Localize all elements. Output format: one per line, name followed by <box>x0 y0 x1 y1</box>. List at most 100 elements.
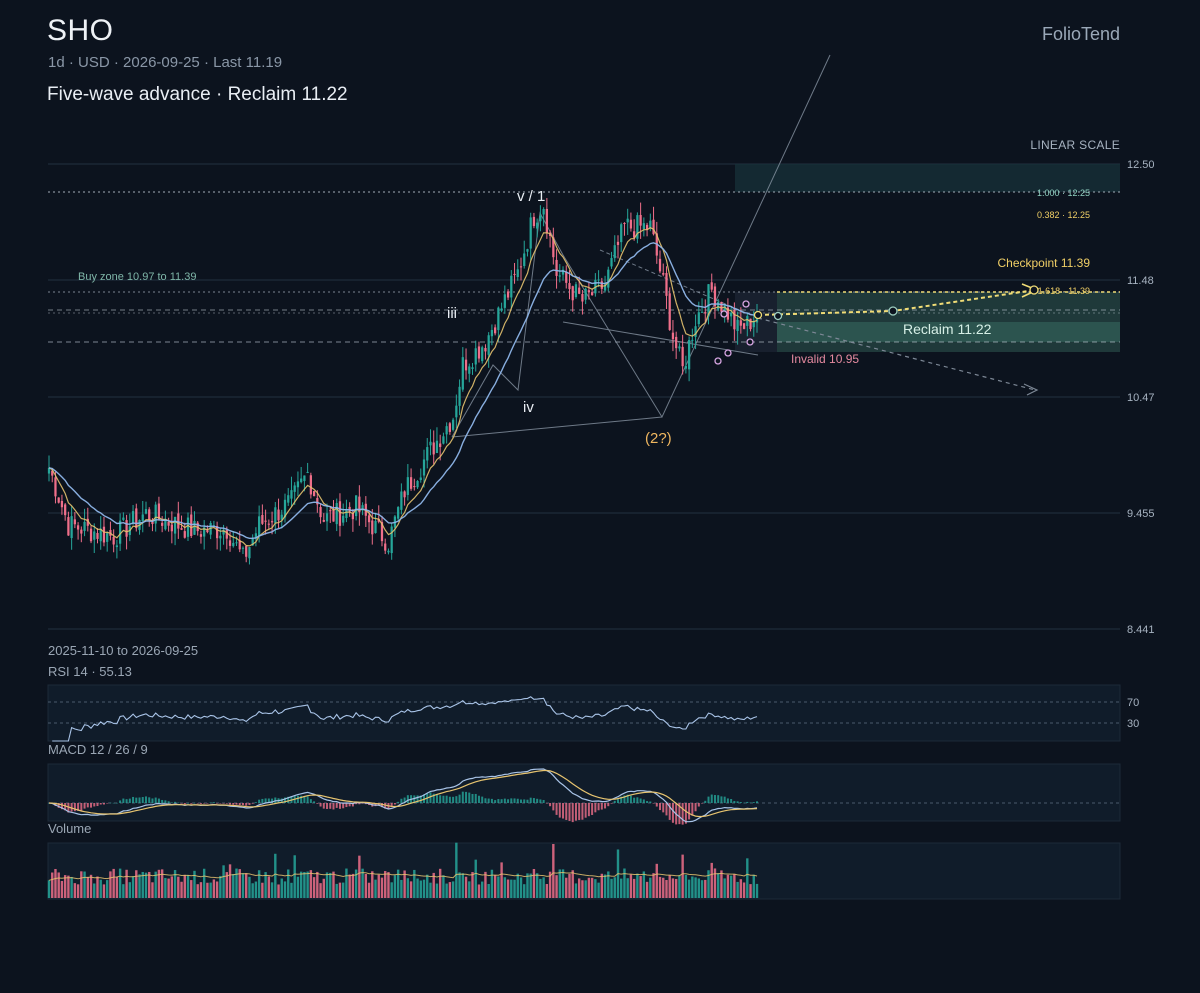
volume-bar <box>545 884 549 898</box>
candle-body <box>374 520 377 534</box>
volume-bar <box>532 868 536 898</box>
macd-hist-bar <box>206 803 209 804</box>
candle-body <box>490 329 494 337</box>
volume-bar <box>70 876 73 898</box>
macd-hist-bar <box>248 803 251 806</box>
macd-hist-bar <box>526 799 529 803</box>
macd-hist-bar <box>144 796 147 803</box>
macd-hist-bar <box>115 802 118 804</box>
candle-body <box>325 513 329 522</box>
projection-node[interactable] <box>753 310 763 320</box>
projection-node[interactable] <box>1029 285 1039 295</box>
macd-hist-bar <box>170 802 173 803</box>
volume-bar <box>299 871 303 898</box>
candle-body <box>319 507 322 518</box>
volume-bar <box>438 868 442 898</box>
candle-body <box>312 491 316 497</box>
volume-bar <box>594 879 597 898</box>
macd-hist-bar <box>96 803 99 807</box>
pattern-node[interactable] <box>724 349 732 357</box>
rsi-panel-label: RSI 14 · 55.13 <box>48 664 132 679</box>
macd-hist-bar <box>746 801 749 803</box>
macd-hist-bar <box>303 796 306 803</box>
candle-body <box>713 286 717 307</box>
macd-panel <box>47 763 1121 822</box>
candle-body <box>529 217 532 249</box>
candle-body <box>222 529 225 535</box>
macd-hist-bar <box>83 803 86 809</box>
volume-bar <box>451 881 455 898</box>
volume-bar <box>584 880 587 898</box>
macd-hist-bar <box>267 798 270 803</box>
macd-hist-bar <box>523 799 526 803</box>
fib-0382-label: 0.382 · 12.25 <box>1037 210 1090 220</box>
candle-body <box>506 291 510 298</box>
candle-body <box>135 508 138 529</box>
candle-body <box>526 249 529 252</box>
candle-body <box>141 514 144 522</box>
candle-body <box>429 441 432 446</box>
candlestick-series <box>47 198 759 565</box>
macd-hist-bar <box>122 798 125 803</box>
volume-bar <box>561 869 565 898</box>
macd-hist-bar <box>229 803 232 805</box>
macd-hist-bar <box>639 798 642 803</box>
macd-hist-bar <box>477 795 480 803</box>
volume-bar <box>209 882 212 898</box>
macd-hist-bar <box>77 803 80 811</box>
macd-hist-bar <box>64 803 67 811</box>
pattern-node[interactable] <box>714 357 722 365</box>
volume-bar <box>115 876 119 898</box>
volume-bar <box>568 873 571 898</box>
candle-body <box>652 219 655 235</box>
macd-hist-bar <box>726 798 729 803</box>
macd-hist-bar <box>684 803 687 824</box>
candle-body <box>322 519 325 522</box>
macd-hist-bar <box>710 794 713 803</box>
candle-body <box>409 477 413 489</box>
macd-hist-bar <box>707 796 710 803</box>
candle-body <box>251 538 254 546</box>
invalid-label: Invalid 10.95 <box>791 352 859 366</box>
macd-hist-bar <box>419 795 422 803</box>
macd-hist-bar <box>106 803 109 804</box>
volume-panel <box>47 842 1121 900</box>
candle-body <box>633 231 636 238</box>
candle-body <box>707 284 710 317</box>
macd-hist-bar <box>458 794 461 803</box>
candle-body <box>329 510 332 512</box>
pattern-node[interactable] <box>746 338 754 346</box>
volume-bar <box>555 875 558 898</box>
candle-body <box>451 419 455 430</box>
volume-bar <box>610 878 613 898</box>
volume-bar <box>309 870 313 898</box>
candle-body <box>539 215 542 222</box>
candle-body <box>739 320 742 326</box>
macd-line <box>48 768 758 823</box>
scale-mode-label[interactable]: LINEAR SCALE <box>1030 138 1120 152</box>
candle-body <box>70 516 73 539</box>
pattern-node[interactable] <box>720 310 728 318</box>
macd-hist-bar <box>513 798 516 803</box>
projection-node[interactable] <box>773 311 783 321</box>
macd-hist-bar <box>555 803 558 815</box>
candle-body <box>367 515 371 523</box>
candle-body <box>303 475 306 482</box>
candle-body <box>332 509 335 522</box>
volume-bar <box>222 865 225 898</box>
volume-bar <box>274 853 277 898</box>
macd-hist-bar <box>474 793 477 803</box>
projection-node[interactable] <box>888 306 898 316</box>
macd-hist-bar <box>659 803 662 811</box>
volume-bar <box>432 872 435 898</box>
candle-body <box>687 339 691 370</box>
volume-bar <box>157 869 161 898</box>
candle-body <box>306 471 309 473</box>
pattern-node[interactable] <box>742 300 750 308</box>
volume-bar <box>196 884 199 898</box>
macd-hist-bar <box>306 796 309 803</box>
volume-bar <box>565 877 568 898</box>
candle-body <box>578 287 581 294</box>
candle-body <box>752 321 755 328</box>
